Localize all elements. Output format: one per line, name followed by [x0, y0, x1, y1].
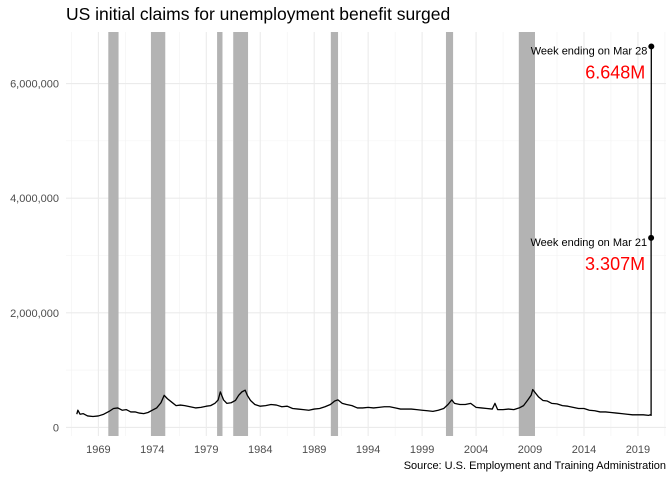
x-tick-label: 1984 — [248, 444, 272, 456]
highlight-point — [648, 43, 655, 50]
chart-caption: Source: U.S. Employment and Training Adm… — [403, 460, 666, 472]
chart-title: US initial claims for unemployment benef… — [66, 4, 451, 24]
recession-band — [330, 32, 339, 436]
x-tick-label: 1989 — [302, 444, 326, 456]
x-tick-label: 2009 — [518, 444, 542, 456]
x-tick-label: 1979 — [194, 444, 218, 456]
highlight-value: 6.648M — [585, 62, 645, 82]
x-tick-label: 1974 — [140, 444, 164, 456]
major-grid — [66, 32, 666, 436]
y-tick-label: 2,000,000 — [10, 308, 59, 320]
recession-band — [518, 32, 535, 436]
x-tick-label: 1999 — [410, 444, 434, 456]
recession-bands — [108, 32, 535, 436]
recession-band — [217, 32, 223, 436]
highlight-label: Week ending on Mar 21 — [531, 237, 648, 249]
axis-ticks: 1969 1974 1979 1984 1989 1994 1999 2004 2009 2014… — [10, 79, 650, 456]
y-tick-label: 4,000,000 — [10, 193, 59, 205]
x-tick-label: 2019 — [626, 444, 650, 456]
recession-band — [445, 32, 454, 436]
x-tick-label: 1969 — [86, 444, 110, 456]
highlight-point — [648, 234, 655, 241]
highlight-label: Week ending on Mar 28 — [531, 45, 648, 57]
recession-band — [150, 32, 166, 436]
recession-band — [233, 32, 249, 436]
x-tick-label: 2014 — [572, 444, 596, 456]
highlight-annotations: Week ending on Mar 21 3.307M Week ending o… — [531, 43, 655, 274]
y-tick-label: 6,000,000 — [10, 79, 59, 91]
recession-band — [108, 32, 119, 436]
claims-series — [76, 46, 652, 418]
y-tick-label: 0 — [53, 422, 59, 434]
claims-line — [76, 46, 652, 418]
x-tick-label: 1994 — [356, 444, 380, 456]
x-tick-label: 2004 — [464, 444, 488, 456]
highlight-value: 3.307M — [585, 254, 645, 274]
